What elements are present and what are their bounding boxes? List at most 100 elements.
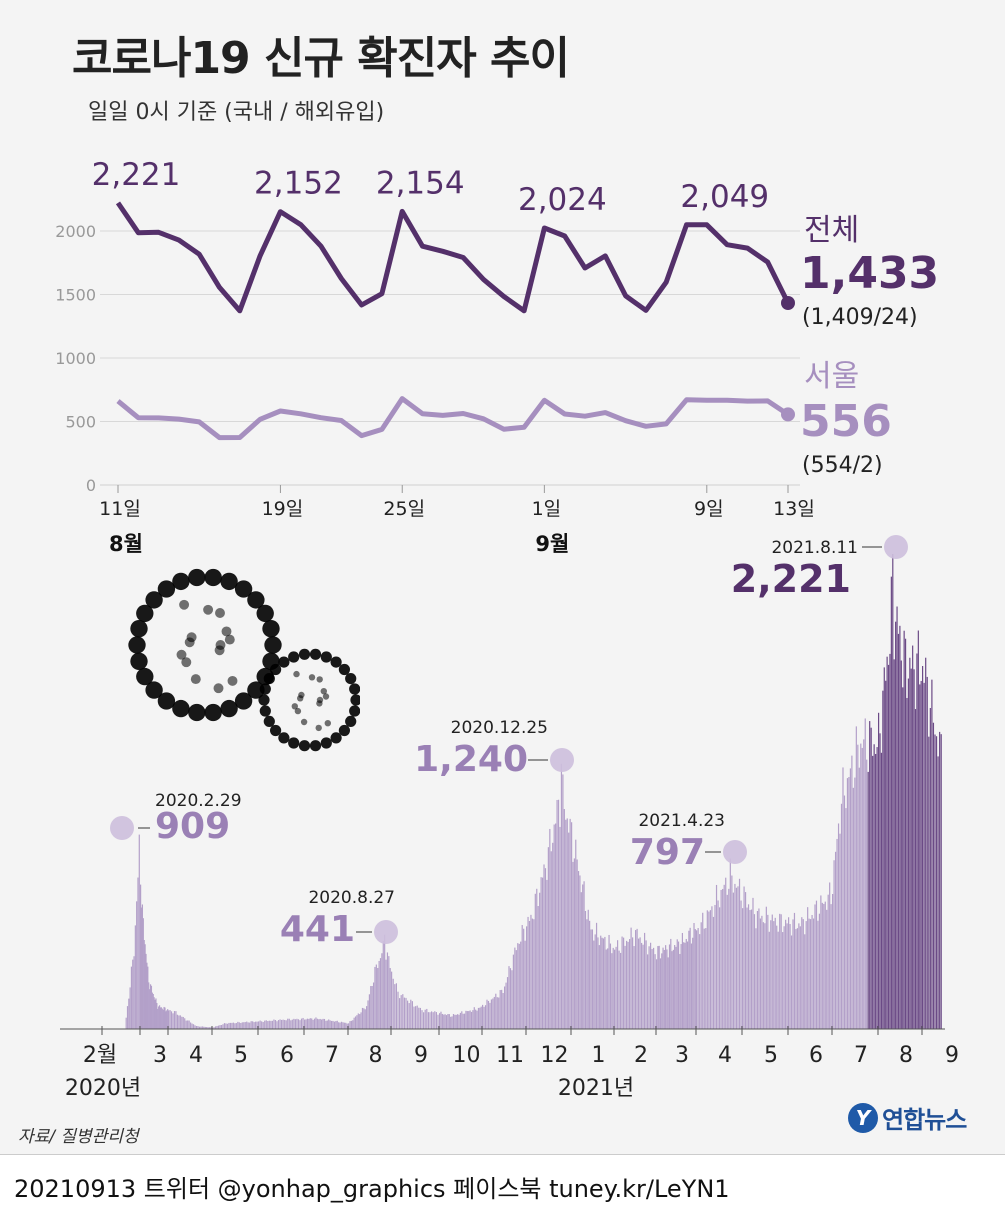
daily-bar — [531, 918, 534, 1029]
daily-bar — [798, 923, 800, 1029]
daily-bar — [560, 763, 563, 1029]
year-label: 2020년 — [65, 1076, 141, 1101]
daily-bar — [617, 940, 619, 1029]
virus-spike — [188, 703, 206, 722]
daily-bar — [579, 875, 581, 1029]
daily-bar — [133, 956, 135, 1029]
daily-bar — [458, 1014, 460, 1029]
daily-bar — [392, 978, 394, 1029]
daily-bar — [200, 1026, 202, 1029]
daily-bar — [735, 887, 738, 1029]
virus-spike — [330, 732, 342, 744]
daily-bar — [815, 900, 818, 1029]
daily-bar — [849, 768, 852, 1029]
daily-bar — [154, 999, 156, 1029]
daily-bar — [700, 922, 702, 1029]
daily-bar — [498, 997, 500, 1029]
daily-bar — [684, 942, 686, 1029]
month-label: 10 — [453, 1043, 481, 1068]
daily-bar — [190, 1022, 192, 1029]
virus-spike — [145, 591, 163, 609]
daily-bar — [790, 935, 793, 1029]
annotation-date: 2020.8.27 — [308, 888, 395, 908]
daily-bar — [134, 925, 136, 1029]
daily-bar — [858, 767, 860, 1029]
daily-bar — [204, 1026, 206, 1029]
annotation-value: 1,240 — [414, 739, 528, 780]
daily-bar — [416, 1005, 418, 1029]
daily-bar — [243, 1022, 245, 1029]
footer-bar: 20210913 트위터 @yonhap_graphics 페이스북 tuney… — [0, 1154, 1005, 1210]
daily-bar — [445, 1015, 448, 1029]
daily-bar — [524, 940, 526, 1029]
daily-bar — [195, 1025, 198, 1029]
daily-bar — [665, 945, 667, 1029]
daily-bar — [875, 753, 877, 1029]
daily-bar — [689, 927, 691, 1029]
daily-bar — [209, 1027, 211, 1029]
daily-bar — [832, 894, 834, 1029]
line-chart: 0 500 1000 1500 2000 11일 19일 25일 1일 9일 13일 8월 9월 2,22… — [55, 157, 939, 556]
daily-bar — [557, 799, 560, 1029]
annotation-value: 441 — [280, 909, 355, 950]
daily-bar — [475, 1009, 477, 1029]
series-value-seoul: 556 — [800, 396, 892, 447]
daily-bar — [623, 937, 625, 1029]
daily-bar — [839, 833, 841, 1029]
daily-bar — [573, 858, 575, 1029]
daily-bar — [738, 878, 741, 1029]
virus-spike — [136, 667, 154, 686]
daily-bar — [530, 914, 532, 1029]
daily-bar — [220, 1025, 223, 1029]
daily-bar — [173, 1011, 176, 1029]
daily-bar — [878, 712, 880, 1029]
daily-bar — [892, 554, 894, 1029]
daily-bar — [626, 940, 628, 1029]
daily-bar — [415, 1006, 417, 1029]
daily-bar — [130, 966, 133, 1029]
daily-bar — [262, 1022, 264, 1029]
daily-bar — [597, 937, 599, 1029]
daily-bar — [882, 690, 884, 1029]
virus-spike — [345, 715, 357, 727]
daily-bar — [225, 1023, 227, 1029]
daily-bar — [235, 1023, 237, 1029]
daily-bar — [587, 909, 589, 1029]
daily-bar — [160, 1007, 162, 1029]
y-tick-label: 0 — [86, 476, 96, 495]
daily-bar — [253, 1022, 255, 1029]
daily-bar — [609, 943, 612, 1029]
daily-bar — [605, 949, 607, 1029]
daily-bar — [705, 928, 707, 1029]
daily-bar — [676, 939, 678, 1029]
x-month-label: 9월 — [535, 532, 569, 556]
daily-bar — [604, 936, 606, 1029]
daily-bar — [472, 1010, 474, 1029]
daily-bar — [939, 731, 941, 1029]
x-tick-label: 13일 — [773, 498, 815, 520]
daily-bar — [443, 1014, 445, 1029]
daily-bar — [318, 1019, 320, 1029]
daily-bar — [304, 1019, 306, 1029]
daily-bar — [282, 1019, 284, 1029]
daily-bar — [147, 966, 149, 1029]
daily-bar — [662, 947, 664, 1029]
daily-bar — [476, 1010, 478, 1029]
daily-bar — [886, 656, 888, 1029]
daily-bar — [246, 1021, 248, 1029]
virus-spot — [316, 700, 323, 707]
daily-bar — [176, 1014, 178, 1029]
daily-bar — [758, 908, 760, 1029]
daily-bar — [240, 1023, 242, 1029]
daily-bar — [818, 913, 820, 1029]
daily-bar — [141, 904, 144, 1029]
daily-bar — [229, 1022, 232, 1029]
daily-bar — [923, 682, 925, 1029]
daily-bar — [371, 985, 373, 1029]
daily-bar — [312, 1019, 314, 1029]
daily-bar — [518, 943, 520, 1029]
daily-bar — [555, 823, 557, 1029]
daily-bar — [902, 687, 904, 1029]
daily-bar — [681, 932, 684, 1029]
daily-bar — [552, 842, 554, 1029]
